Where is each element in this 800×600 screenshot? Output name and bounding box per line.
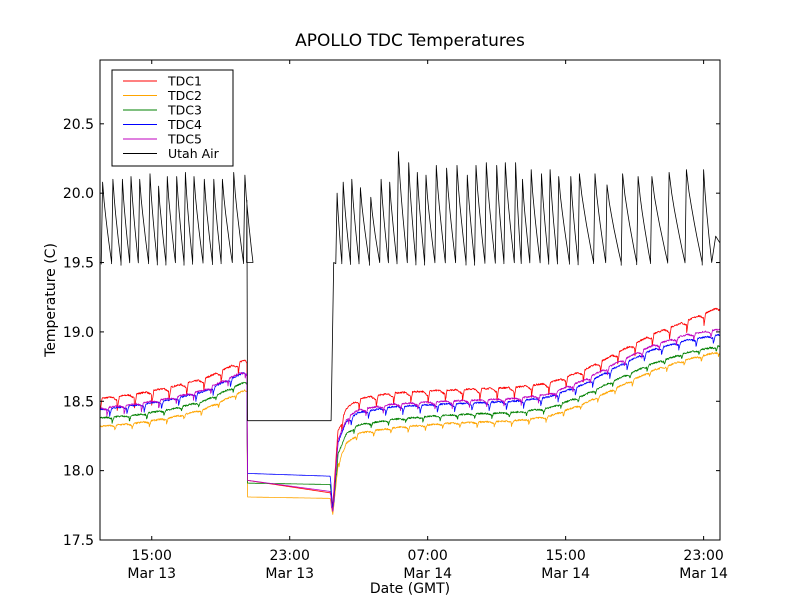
- legend-label: TDC3: [167, 103, 202, 118]
- legend-label: TDC5: [167, 132, 202, 147]
- legend-label: TDC2: [167, 88, 202, 103]
- series-line-tdc1: [100, 307, 720, 506]
- y-axis-label: Temperature (C): [43, 243, 59, 358]
- x-tick-label-time: 23:00: [270, 548, 310, 564]
- x-tick-label-date: Mar 13: [127, 566, 176, 582]
- plot-frame: [99, 59, 721, 541]
- chart-title: APOLLO TDC Temperatures: [295, 31, 525, 51]
- x-tick-label-date: Mar 14: [541, 566, 590, 582]
- y-tick-label: 17.5: [63, 533, 94, 549]
- x-tick-label-time: 07:00: [407, 548, 447, 564]
- x-tick-label-date: Mar 14: [679, 566, 728, 582]
- x-axis: 15:00 Mar 13 23:00 Mar 13 07:00 Mar 14 15:00 Ma…: [127, 60, 728, 582]
- y-axis: 17.5 18.0 18.5 19.0 19.5 20.0 20.5: [63, 117, 720, 549]
- x-tick-label-date: Mar 13: [265, 566, 314, 582]
- y-tick-label: 20.0: [63, 186, 94, 202]
- series-line-tdc3: [100, 345, 720, 510]
- series-line-utah-air: [100, 151, 720, 422]
- legend-label: TDC1: [167, 74, 202, 89]
- series-line-tdc5: [100, 328, 720, 512]
- y-tick-label: 18.0: [63, 464, 94, 480]
- series-line-tdc2: [100, 352, 720, 515]
- y-tick-label: 20.5: [63, 117, 94, 133]
- y-tick-label: 19.5: [63, 256, 94, 272]
- legend-label: Utah Air: [168, 146, 220, 161]
- x-axis-label: Date (GMT): [370, 581, 450, 597]
- x-tick-label-date: Mar 14: [403, 566, 452, 582]
- series-layer: [100, 151, 720, 515]
- x-tick-label-time: 15:00: [132, 548, 172, 564]
- y-tick-label: 18.5: [63, 394, 94, 410]
- legend-box: [111, 69, 234, 167]
- y-tick-label: 19.0: [63, 325, 94, 341]
- series-line-tdc4: [100, 333, 720, 511]
- x-tick-label-time: 15:00: [545, 548, 585, 564]
- x-tick-label-time: 23:00: [683, 548, 723, 564]
- legend-label: TDC4: [167, 117, 202, 132]
